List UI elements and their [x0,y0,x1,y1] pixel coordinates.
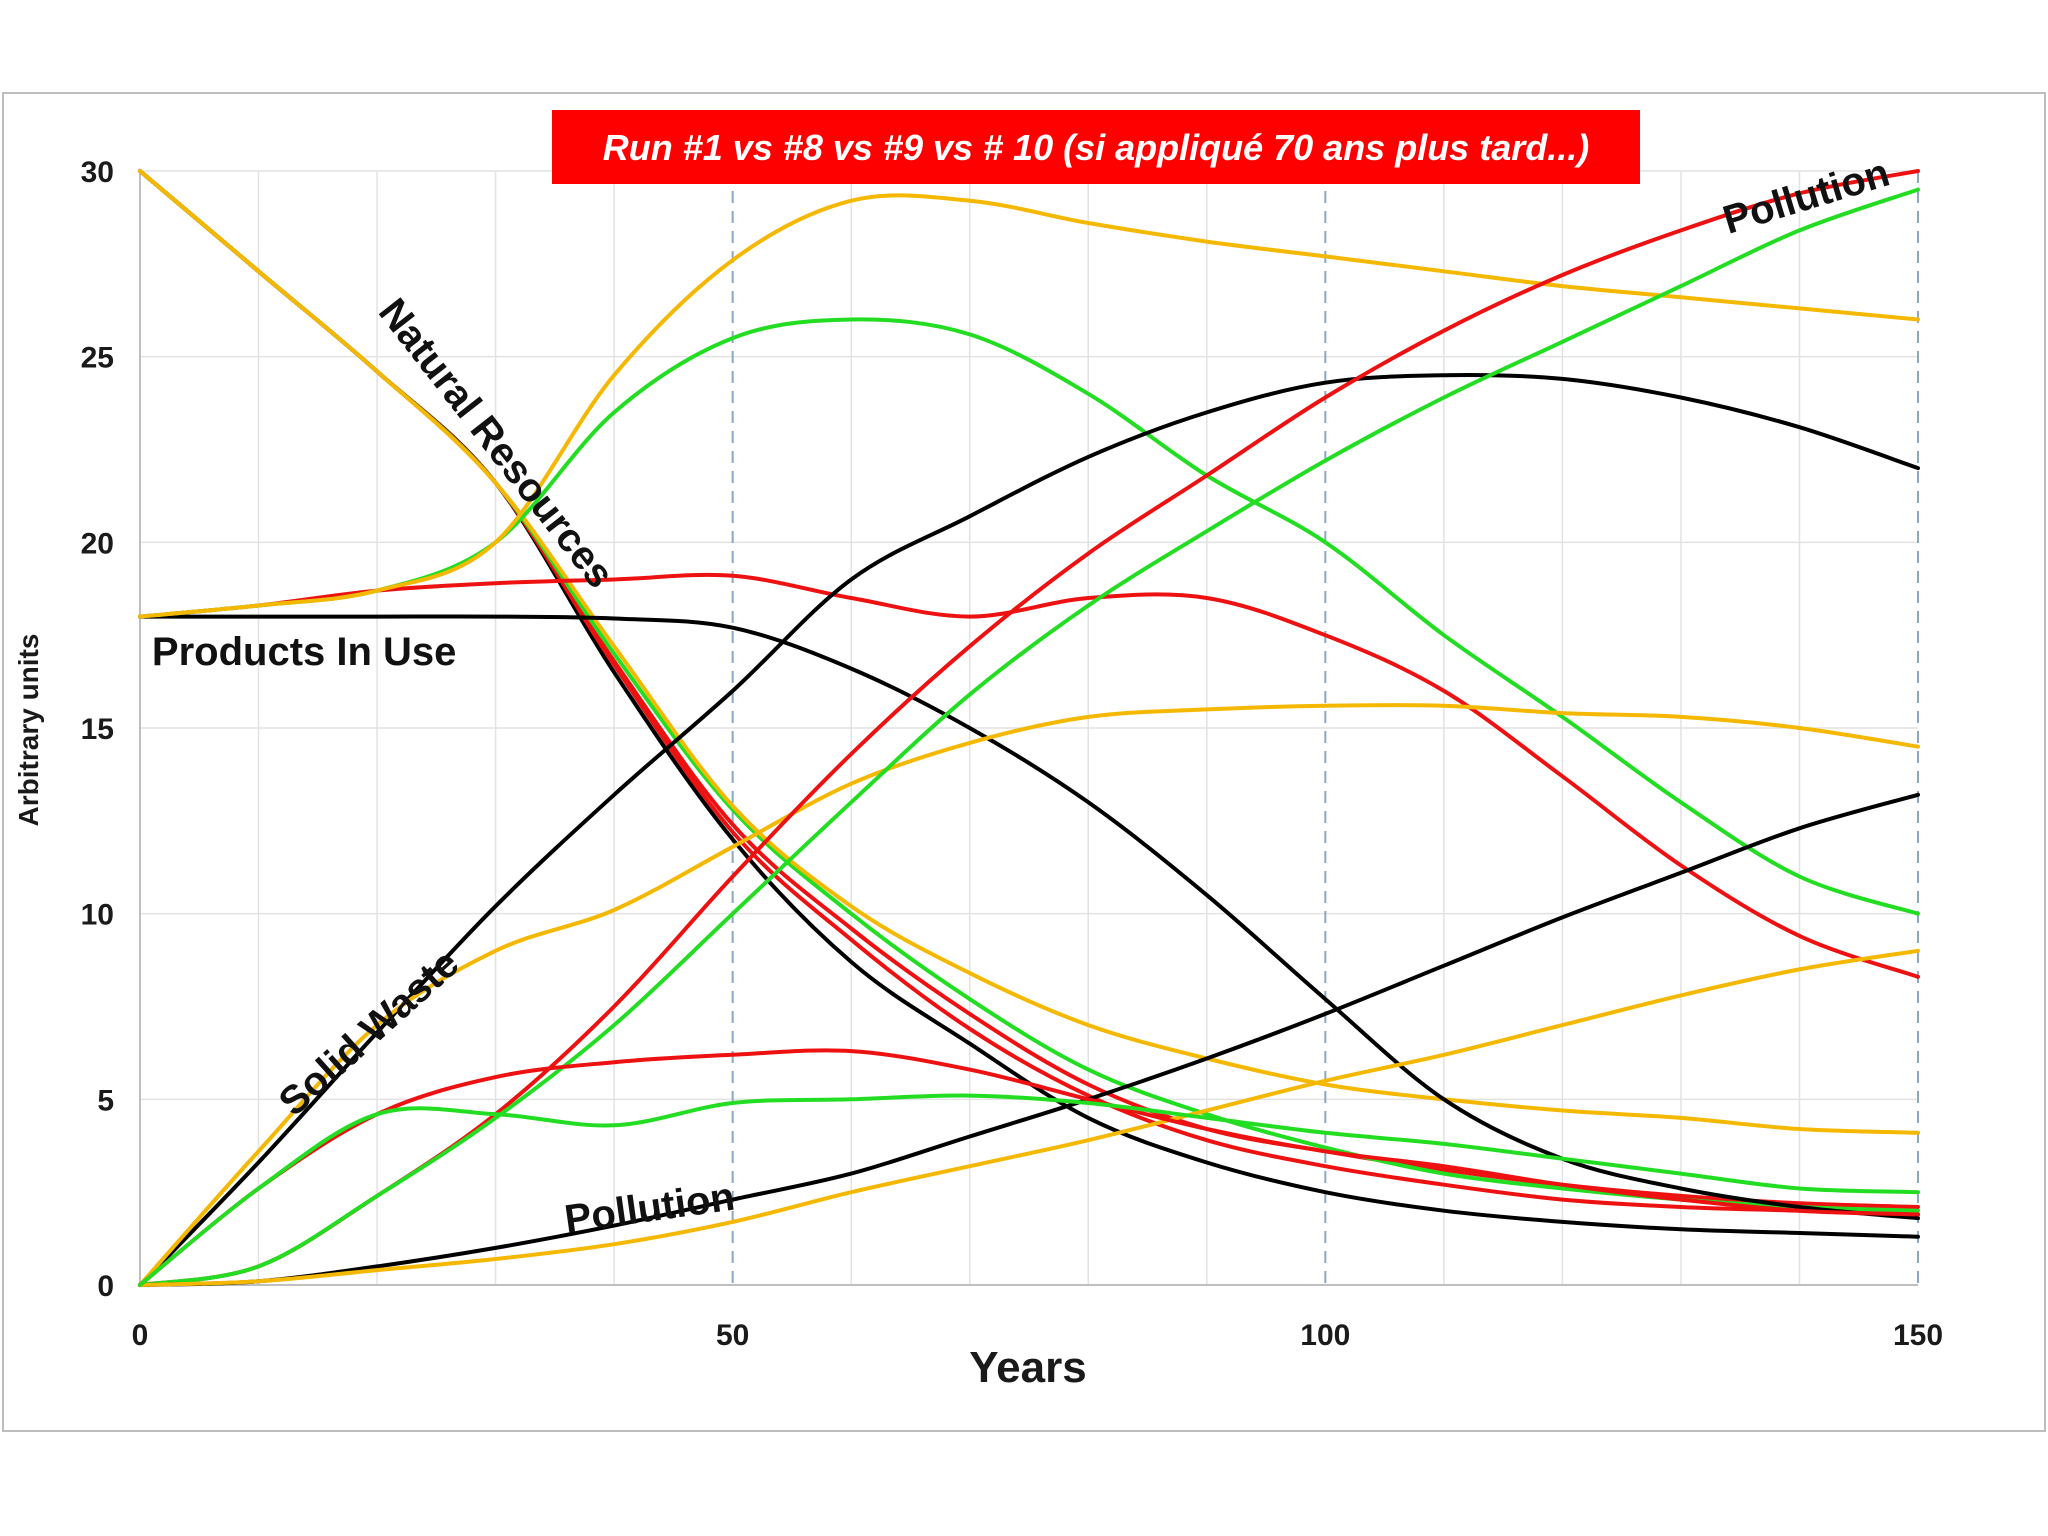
series-line-9 [138,373,1920,1287]
x-tick-label: 50 [716,1319,749,1352]
y-axis-title: Arbitrary units [13,634,44,827]
series-line-4 [138,169,1920,1135]
y-tick-label: 20 [81,527,114,560]
y-tick-label: 25 [81,342,114,375]
series-line-5 [138,614,1920,1221]
series-line-7 [138,317,1920,916]
series-line-8 [138,193,1920,619]
series-line-16 [138,1093,1920,1287]
title-layer: Run #1 vs #8 vs #9 vs # 10 (si appliqué … [552,110,1640,184]
series-line-13 [138,792,1920,1287]
series-line-15 [138,1048,1920,1287]
annotation-label: Solid Waste [271,941,468,1124]
axis-layer: 0 50 100 150 0 5 10 15 20 25 30 [81,156,1943,1352]
x-tick-label: 150 [1893,1319,1943,1352]
series-line-14 [138,948,1920,1287]
title-banner [552,110,1640,184]
annotation-label: Products In Use [152,630,457,674]
series-line-10 [138,703,1920,1287]
series-line-12 [138,187,1920,1287]
y-tick-label: 0 [97,1270,114,1303]
x-axis-title: Years [969,1343,1086,1392]
y-tick-label: 15 [81,713,114,746]
annotation-label: Pollution [562,1175,738,1242]
series-layer [138,169,1920,1287]
series-line-6 [138,572,1920,979]
y-tick-label: 10 [81,899,114,932]
chart-title: Run #1 vs #8 vs #9 vs # 10 (si appliqué … [603,127,1589,168]
annotation-1: Products In Use [152,630,457,674]
annotation-3: Pollution [562,1175,738,1242]
annotation-2: Solid Waste [271,941,468,1124]
y-tick-label: 30 [81,156,114,189]
x-tick-label: 0 [132,1319,149,1352]
x-tick-label: 100 [1300,1319,1350,1352]
y-tick-label: 5 [97,1084,114,1117]
